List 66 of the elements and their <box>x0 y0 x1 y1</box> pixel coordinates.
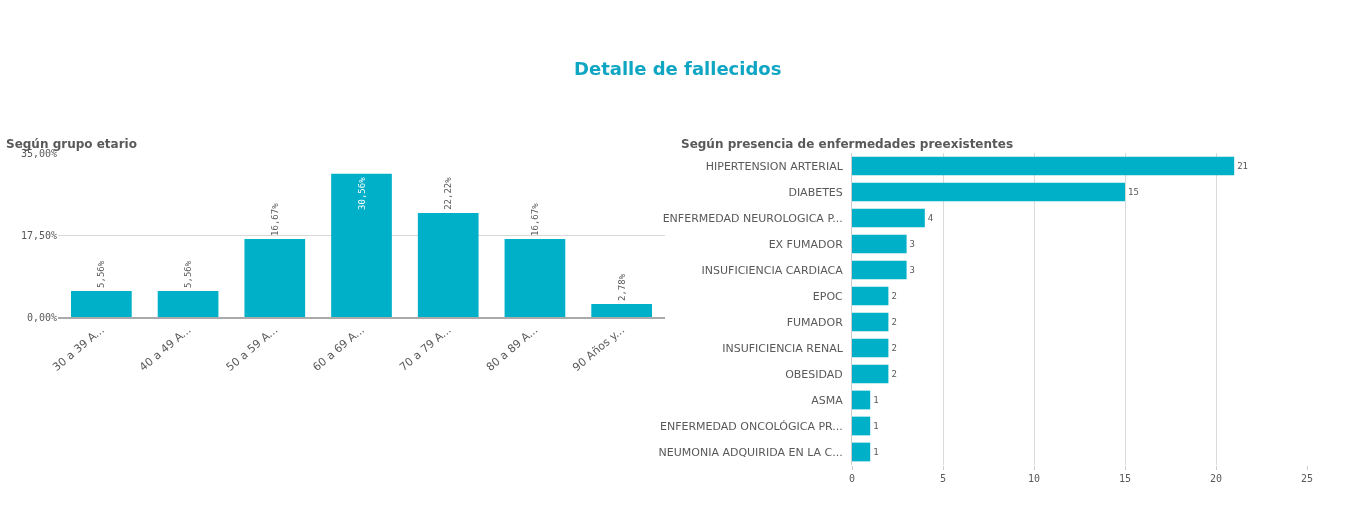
bar <box>331 173 392 317</box>
bar <box>591 303 652 317</box>
x-tick-label: 40 a 49 A... <box>136 323 194 374</box>
chart-subtitle: Según presencia de enfermedades preexistentes <box>681 137 1014 151</box>
data-label: 1 <box>873 447 879 457</box>
bar <box>852 364 889 384</box>
data-label: 16,67% <box>269 202 280 236</box>
y-tick-label: DIABETES <box>788 185 843 199</box>
y-tick-label: EPOC <box>812 289 844 303</box>
x-tick-label: 5 <box>939 473 947 484</box>
data-label: 21 <box>1237 161 1249 171</box>
chart-title: Detalle de fallecidos <box>574 58 782 79</box>
data-label: 22,22% <box>443 176 454 210</box>
bar <box>852 312 889 332</box>
x-tick-label: 20 <box>1209 473 1223 484</box>
x-tick-label: 50 a 59 A... <box>223 323 281 374</box>
data-label: 2 <box>891 369 897 379</box>
y-tick-label: INSUFICIENCIA RENAL <box>722 341 844 355</box>
y-tick-label: ENFERMEDAD ONCOLÓGICA PR... <box>660 419 843 433</box>
data-label: 1 <box>873 421 879 431</box>
x-tick-label: 25 <box>1300 473 1314 484</box>
data-label: 4 <box>927 213 934 223</box>
y-tick-label: ASMA <box>811 393 844 407</box>
y-tick-label: 17,50% <box>20 229 57 241</box>
y-tick-label: OBESIDAD <box>785 367 843 381</box>
bar <box>417 212 479 317</box>
bar <box>244 238 306 317</box>
data-label: 3 <box>909 239 916 249</box>
data-label: 5,56% <box>183 260 194 288</box>
data-label: 30,56% <box>356 176 367 210</box>
bar <box>852 416 871 436</box>
x-tick-label: 30 a 39 A... <box>50 323 107 374</box>
y-tick-label: HIPERTENSION ARTERIAL <box>705 159 844 173</box>
data-label: 3 <box>909 265 916 275</box>
y-tick-label: 0,00% <box>26 311 57 323</box>
bar <box>504 238 566 317</box>
y-tick-label: EX FUMADOR <box>768 237 844 251</box>
bar <box>852 390 871 410</box>
bar <box>852 234 907 254</box>
bar <box>852 286 889 306</box>
data-label: 5,56% <box>96 260 107 288</box>
data-label: 2 <box>891 343 897 353</box>
y-tick-label: NEUMONIA ADQUIRIDA EN LA C... <box>658 445 843 459</box>
bar <box>852 442 871 462</box>
data-label: 16,67% <box>529 202 540 236</box>
bar <box>852 260 907 280</box>
x-tick-label: 0 <box>848 473 856 484</box>
bar <box>852 156 1235 176</box>
x-tick-label: 70 a 79 A... <box>397 323 454 374</box>
bar <box>71 290 132 317</box>
x-tick-label: 15 <box>1118 473 1132 484</box>
data-label: 15 <box>1128 187 1139 197</box>
x-tick-label: 80 a 89 A... <box>483 323 541 374</box>
data-label: 2 <box>891 317 897 327</box>
y-tick-label: FUMADOR <box>786 315 844 329</box>
bar <box>852 338 889 358</box>
bar <box>852 182 1125 202</box>
x-tick-label: 60 a 69 A... <box>310 323 367 374</box>
y-tick-label: ENFERMEDAD NEUROLOGICA P... <box>662 211 843 225</box>
data-label: 2 <box>891 291 897 301</box>
y-tick-label: INSUFICIENCIA CARDIACA <box>701 263 844 277</box>
data-label: 1 <box>873 395 879 405</box>
data-label: 2,78% <box>616 273 627 301</box>
bar <box>157 290 219 317</box>
x-tick-label: 10 <box>1027 473 1041 484</box>
bar <box>852 208 925 228</box>
